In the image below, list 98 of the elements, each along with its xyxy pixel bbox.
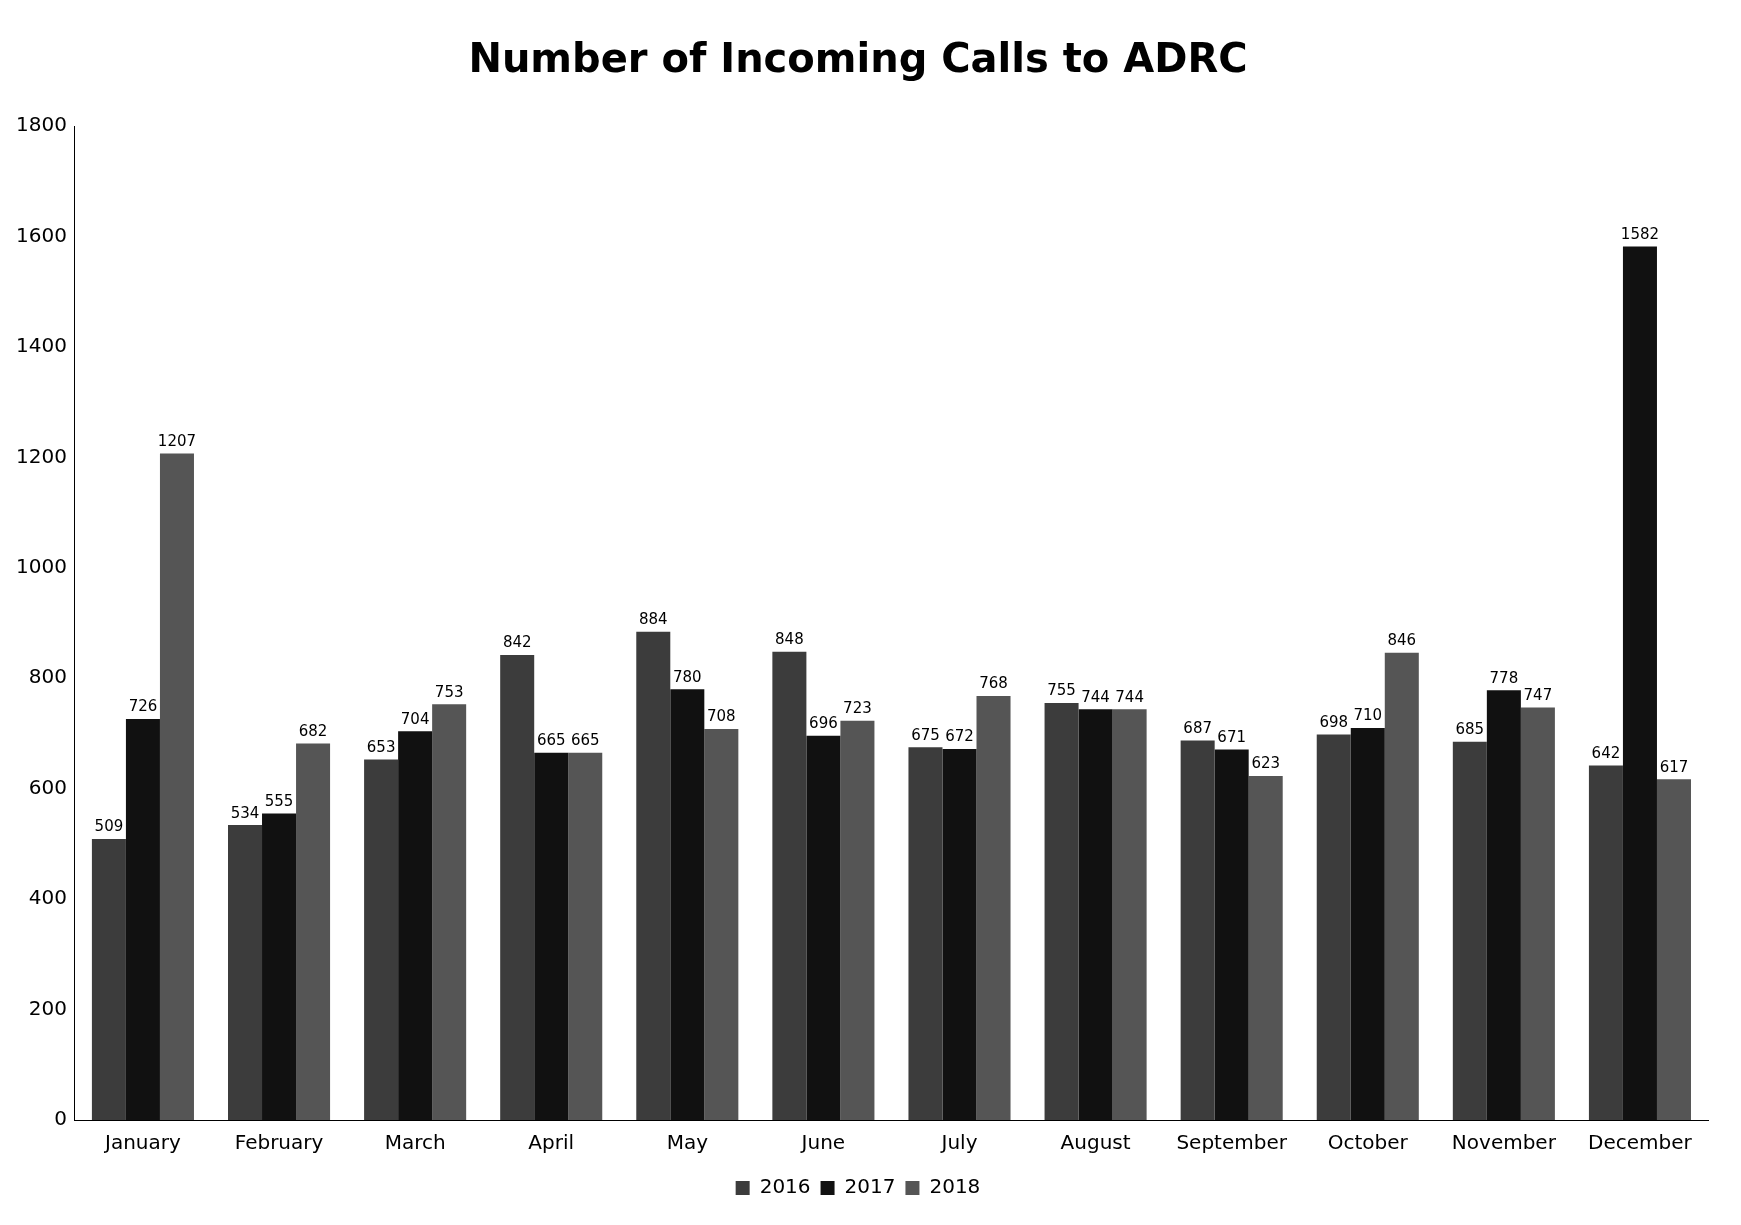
bar (908, 747, 943, 1120)
data-label: 653 (366, 737, 396, 756)
data-label: 534 (230, 803, 260, 822)
bar (1180, 740, 1215, 1120)
bar (772, 651, 807, 1120)
data-label: 708 (707, 707, 736, 726)
legend-label: 2018 (929, 1174, 981, 1199)
data-label: 755 (1047, 681, 1076, 700)
chart-title: Number of Incoming Calls to ADRC (468, 35, 1248, 82)
x-tick-label: March (384, 1130, 446, 1155)
bar (1112, 709, 1147, 1120)
bar (568, 752, 603, 1120)
data-label: 671 (1217, 727, 1246, 746)
x-tick-label: October (1327, 1130, 1409, 1155)
bar (1622, 246, 1657, 1120)
legend-label: 2016 (759, 1174, 811, 1199)
bar (1486, 690, 1521, 1120)
x-tick-label: September (1176, 1130, 1288, 1155)
x-tick-label: July (939, 1130, 978, 1155)
bar (125, 719, 160, 1120)
data-label: 768 (979, 674, 1008, 693)
data-label: 747 (1523, 685, 1553, 704)
data-label: 842 (502, 633, 532, 652)
data-label: 617 (1659, 757, 1689, 776)
bar (1520, 707, 1555, 1120)
data-label: 884 (638, 610, 668, 629)
data-label: 780 (672, 667, 702, 686)
bar (1588, 765, 1623, 1120)
bar (636, 631, 671, 1120)
y-tick-label: 1200 (15, 443, 67, 468)
bar (806, 735, 841, 1120)
x-tick-label: February (234, 1130, 324, 1155)
bar (976, 695, 1011, 1120)
bar (159, 453, 194, 1120)
data-label: 682 (298, 721, 328, 740)
bar (1384, 652, 1419, 1120)
bar (1350, 727, 1385, 1120)
data-label: 509 (94, 817, 124, 836)
x-tick-label: August (1060, 1130, 1131, 1155)
data-label: 710 (1353, 706, 1383, 725)
y-tick-label: 1000 (15, 553, 67, 578)
bar (1316, 734, 1351, 1120)
data-label: 753 (434, 682, 464, 701)
data-label: 687 (1183, 719, 1212, 738)
bar (840, 720, 875, 1120)
data-label: 665 (570, 731, 600, 750)
data-label: 848 (775, 630, 804, 649)
y-tick-label: 400 (28, 885, 67, 910)
y-tick-label: 0 (54, 1106, 67, 1131)
y-tick-label: 1600 (15, 222, 67, 247)
data-label: 846 (1387, 631, 1417, 650)
data-label: 723 (843, 699, 872, 718)
y-tick-label: 200 (28, 995, 67, 1020)
bar (1044, 703, 1079, 1120)
bar (534, 752, 569, 1120)
data-label: 555 (264, 791, 294, 810)
bar (1656, 779, 1691, 1120)
data-label: 642 (1591, 743, 1621, 762)
y-tick-label: 1400 (15, 333, 67, 358)
x-tick-label: December (1588, 1130, 1693, 1155)
data-label: 665 (536, 731, 566, 750)
x-tick-label: June (799, 1130, 846, 1155)
bar (91, 838, 126, 1120)
data-label: 744 (1081, 687, 1110, 706)
data-label: 744 (1115, 687, 1144, 706)
bar (432, 704, 467, 1120)
data-label: 726 (128, 697, 158, 716)
data-label: 1582 (1620, 224, 1660, 243)
bar (296, 743, 331, 1120)
bar (1452, 741, 1487, 1120)
bar (262, 813, 297, 1120)
data-label: 1207 (157, 431, 197, 450)
bar (1078, 709, 1113, 1120)
data-label: 696 (809, 714, 838, 733)
bar (228, 825, 263, 1120)
bar (398, 731, 433, 1120)
bar (500, 655, 535, 1120)
legend-label: 2017 (844, 1174, 896, 1199)
data-label: 672 (945, 727, 974, 746)
x-tick-label: November (1451, 1130, 1557, 1155)
bar (670, 689, 705, 1120)
data-label: 778 (1489, 668, 1519, 687)
data-label: 704 (400, 709, 430, 728)
bar (364, 759, 399, 1120)
data-label: 698 (1319, 712, 1349, 731)
y-tick-label: 1800 (15, 112, 67, 137)
bar (942, 748, 977, 1120)
x-tick-label: May (666, 1130, 709, 1155)
bar (1248, 775, 1283, 1120)
bar (704, 729, 739, 1120)
y-tick-label: 800 (28, 664, 67, 689)
x-tick-label: January (103, 1130, 182, 1155)
bar (1214, 749, 1249, 1120)
data-label: 623 (1251, 754, 1281, 773)
x-tick-label: April (528, 1130, 575, 1155)
data-label: 685 (1455, 720, 1485, 739)
y-tick-label: 600 (28, 774, 67, 799)
data-label: 675 (911, 725, 940, 744)
